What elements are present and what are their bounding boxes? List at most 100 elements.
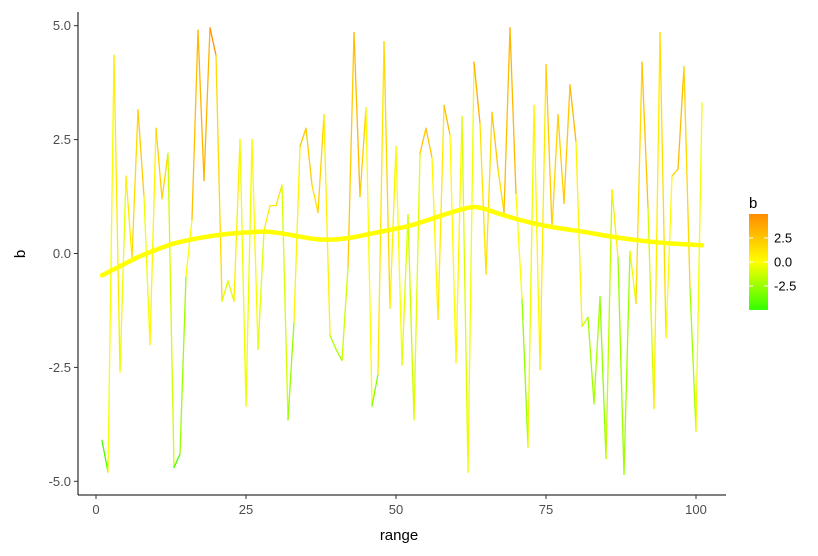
data-line-segment xyxy=(467,61,475,473)
data-line-segment xyxy=(371,373,379,407)
data-line-segment xyxy=(137,109,145,198)
data-line-segment xyxy=(251,138,259,350)
data-line-segment xyxy=(473,61,481,125)
data-line-segment xyxy=(173,453,181,469)
data-line-segment xyxy=(149,127,157,346)
data-line-segment xyxy=(437,104,445,321)
data-line-segment xyxy=(185,218,193,277)
data-line-segment xyxy=(161,152,169,200)
data-line-segment xyxy=(317,113,325,214)
data-line-segment xyxy=(587,316,595,405)
data-line-segment xyxy=(533,104,541,371)
data-line-segment xyxy=(563,84,571,205)
data-line-segment xyxy=(443,104,451,136)
data-line-segment xyxy=(329,334,337,350)
data-line-segment xyxy=(287,321,295,421)
data-line-segment xyxy=(305,127,313,186)
data-line-segment xyxy=(233,138,241,302)
data-line-segment xyxy=(143,195,151,346)
x-tick-label: 0 xyxy=(92,502,99,517)
data-line-segment xyxy=(239,138,247,407)
data-line-segment xyxy=(203,27,211,182)
data-line-segment xyxy=(461,116,469,473)
y-tick-label: 2.5 xyxy=(53,132,71,147)
data-line-segment xyxy=(503,27,511,214)
data-line-segment xyxy=(527,104,535,448)
data-line-segment xyxy=(683,66,691,289)
data-line-segment xyxy=(575,141,583,328)
data-line-segment xyxy=(479,122,487,275)
y-tick-label: 0.0 xyxy=(53,246,71,261)
data-line-segment xyxy=(539,63,547,371)
data-line-segment xyxy=(665,175,673,339)
data-line-segment xyxy=(347,31,355,268)
x-axis-title: range xyxy=(380,527,418,544)
smooth-layer xyxy=(99,204,705,278)
y-tick-label: -5.0 xyxy=(49,474,71,489)
data-line-segment xyxy=(689,287,697,432)
legend-title: b xyxy=(749,195,757,212)
data-line-segment xyxy=(431,157,439,321)
data-line-segment xyxy=(179,275,187,455)
data-line-segment xyxy=(323,113,331,337)
data-line-segment xyxy=(509,27,517,195)
data-line-segment xyxy=(491,111,499,170)
data-line-segment xyxy=(425,127,433,159)
data-line-segment xyxy=(659,31,667,339)
data-line-segment xyxy=(299,127,307,148)
data-line-segment xyxy=(257,230,265,350)
data-line-segment xyxy=(113,54,121,373)
data-line-segment xyxy=(413,152,421,421)
data-line-segment xyxy=(335,348,343,362)
data-line-segment xyxy=(557,113,565,205)
data-line-segment xyxy=(569,84,577,143)
smooth-trend-line xyxy=(99,204,705,278)
data-line-segment xyxy=(221,280,229,302)
legend-tick-label: -2.5 xyxy=(774,279,796,294)
data-line-segment xyxy=(485,111,493,275)
plot-area xyxy=(99,27,705,476)
x-tick-label: 50 xyxy=(389,502,403,517)
data-line-segment xyxy=(215,54,223,302)
x-tick-label: 100 xyxy=(685,502,707,517)
data-line-segment xyxy=(695,102,703,432)
legend-tick-label: 0.0 xyxy=(774,255,792,270)
data-line-segment xyxy=(263,205,271,232)
data-line-segment xyxy=(641,61,649,209)
data-line-segment xyxy=(359,107,367,198)
data-line-segment xyxy=(551,113,559,230)
y-tick-label: -2.5 xyxy=(49,360,71,375)
x-tick-label: 75 xyxy=(539,502,553,517)
data-line-segment xyxy=(497,168,505,214)
data-line-segment xyxy=(353,31,361,198)
legend: b 2.5 0.0 -2.5 xyxy=(749,195,796,310)
data-line-segment xyxy=(131,109,139,259)
data-line-segment xyxy=(341,266,349,362)
data-line-segment xyxy=(581,316,589,328)
data-line-segment xyxy=(407,214,415,421)
y-axis-title: b xyxy=(12,250,29,258)
x-tick-label: 25 xyxy=(239,502,253,517)
data-line-segment xyxy=(191,29,199,220)
x-ticks: 0 25 50 75 100 xyxy=(92,495,707,517)
data-line-segment xyxy=(623,250,631,476)
data-line-segment xyxy=(281,184,289,421)
data-line-segment xyxy=(605,189,613,460)
data-line-segment xyxy=(629,250,637,305)
data-line-segment xyxy=(311,184,319,214)
data-line-segment xyxy=(383,40,391,309)
data-line-segment xyxy=(677,66,685,170)
data-line-segment xyxy=(617,257,625,476)
data-line-segment xyxy=(599,296,607,460)
data-line-segment xyxy=(125,175,133,259)
data-line-segment xyxy=(209,27,217,56)
data-line-segment xyxy=(197,29,205,182)
data-line-segment xyxy=(449,134,457,364)
y-ticks: -5.0 -2.5 0.0 2.5 5.0 xyxy=(49,18,78,489)
data-line-segment xyxy=(593,296,601,405)
data-line-segment xyxy=(107,54,115,473)
legend-colorbar xyxy=(749,214,768,310)
data-line-segment xyxy=(245,138,253,407)
data-line-segment xyxy=(377,40,385,375)
